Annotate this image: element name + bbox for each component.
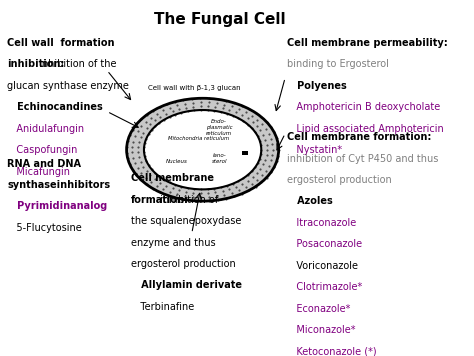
Text: Econazole*: Econazole* <box>287 304 351 314</box>
Text: Azoles: Azoles <box>287 197 333 206</box>
Text: Ketoconazole (*): Ketoconazole (*) <box>287 347 377 356</box>
Text: lano-
sterol: lano- sterol <box>212 153 228 164</box>
Text: Itraconazole: Itraconazole <box>287 218 356 228</box>
Text: ergosterol production: ergosterol production <box>131 259 236 269</box>
Text: Cell wall with β-1,3 glucan: Cell wall with β-1,3 glucan <box>147 85 240 91</box>
Text: The Fungal Cell: The Fungal Cell <box>154 12 286 27</box>
Text: Cell wall  formation: Cell wall formation <box>7 38 115 48</box>
Text: Polyenes: Polyenes <box>287 81 347 91</box>
Bar <box>242 151 248 155</box>
Text: Posaconazole: Posaconazole <box>287 239 363 249</box>
Text: inhibition of the: inhibition of the <box>36 59 116 69</box>
Text: Miconazole*: Miconazole* <box>287 325 356 335</box>
Text: inhibition of Cyt P450 and thus: inhibition of Cyt P450 and thus <box>287 153 439 163</box>
Text: Pyrimidinanalog: Pyrimidinanalog <box>7 201 108 211</box>
Text: inhibition:: inhibition: <box>7 59 64 69</box>
Text: Cell membrane formation:: Cell membrane formation: <box>287 132 432 142</box>
Text: binding to Ergosterol: binding to Ergosterol <box>287 59 389 69</box>
Text: Allylamin derivate: Allylamin derivate <box>131 281 242 290</box>
Text: the squalenepoxydase: the squalenepoxydase <box>131 216 241 226</box>
Text: Clotrimazole*: Clotrimazole* <box>287 282 363 292</box>
Text: Terbinafine: Terbinafine <box>131 302 194 312</box>
Text: inhibition of: inhibition of <box>157 195 218 205</box>
Text: RNA and DNA: RNA and DNA <box>7 158 81 168</box>
Text: Nucleus: Nucleus <box>165 159 188 164</box>
Text: Amphotericin B deoxycholate: Amphotericin B deoxycholate <box>287 103 440 112</box>
Text: 5-Flucytosine: 5-Flucytosine <box>7 223 82 233</box>
Text: Mitochondria reticulum: Mitochondria reticulum <box>168 136 229 141</box>
Text: Cell membrane permeability:: Cell membrane permeability: <box>287 38 448 48</box>
Text: ergosterol production: ergosterol production <box>287 175 392 185</box>
Text: Caspofungin: Caspofungin <box>7 145 77 155</box>
Text: Nystatin*: Nystatin* <box>287 145 342 155</box>
Text: glucan synthase enzyme: glucan synthase enzyme <box>7 81 129 91</box>
Text: Anidulafungin: Anidulafungin <box>7 124 84 134</box>
Text: synthaseinhibitors: synthaseinhibitors <box>7 180 110 190</box>
Text: enzyme and thus: enzyme and thus <box>131 237 216 247</box>
Text: Echinocandines: Echinocandines <box>7 103 103 112</box>
Text: Micafungin: Micafungin <box>7 167 70 177</box>
Text: Endo-
plasmatic
reticulum: Endo- plasmatic reticulum <box>206 119 232 136</box>
Text: Lipid associated Amphotericin: Lipid associated Amphotericin <box>287 124 444 134</box>
Text: Voriconazole: Voriconazole <box>287 261 358 271</box>
Text: Cell membrane: Cell membrane <box>131 173 214 183</box>
Circle shape <box>144 110 261 189</box>
Text: formation:: formation: <box>131 195 189 205</box>
